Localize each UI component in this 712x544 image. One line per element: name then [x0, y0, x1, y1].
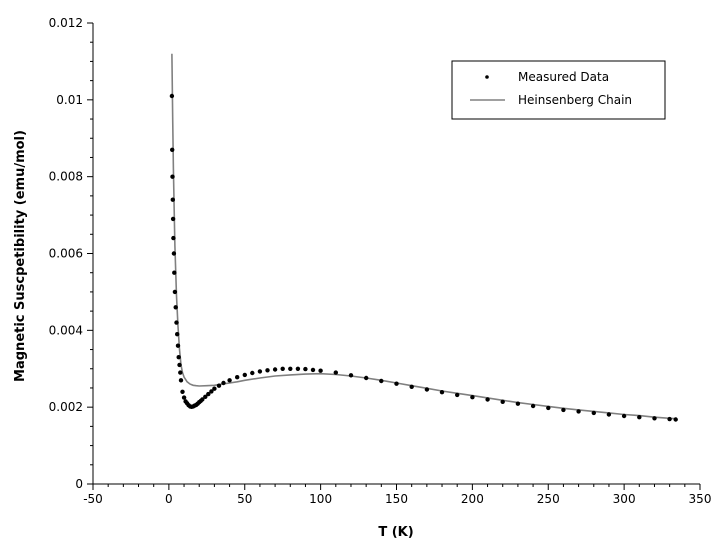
x-tick-label: 0 — [165, 492, 173, 506]
data-point — [171, 251, 177, 256]
y-tick-label: 0.008 — [49, 170, 83, 184]
y-tick-label: 0 — [75, 477, 83, 491]
data-point — [212, 386, 217, 391]
data-point — [178, 378, 184, 383]
data-point — [455, 392, 460, 398]
data-point — [216, 383, 222, 388]
data-point — [170, 197, 175, 202]
data-point — [333, 370, 338, 375]
data-point — [172, 289, 178, 295]
data-point — [265, 368, 270, 373]
y-axis-title: Magnetic Suscpetibility (emu/mol) — [13, 130, 28, 382]
data-point — [171, 235, 176, 241]
data-point — [485, 397, 490, 402]
y-tick-label: 0.012 — [49, 16, 83, 30]
data-point — [470, 395, 475, 400]
data-point — [200, 397, 205, 402]
x-tick-label: 250 — [537, 492, 560, 506]
data-point — [257, 369, 263, 374]
data-point — [280, 366, 285, 371]
data-point — [176, 355, 181, 360]
data-point — [576, 409, 581, 414]
data-point — [175, 332, 180, 337]
data-point — [272, 367, 278, 372]
data-point — [606, 412, 612, 417]
data-point — [203, 394, 208, 399]
data-point — [500, 399, 505, 404]
data-point — [379, 378, 384, 384]
data-point — [181, 395, 187, 400]
data-point — [637, 415, 642, 420]
data-point — [667, 416, 672, 422]
data-point — [209, 389, 214, 394]
data-point — [591, 410, 596, 416]
data-point — [169, 93, 175, 99]
x-axis-title: T (K) — [378, 525, 413, 540]
data-point — [173, 305, 178, 310]
data-point — [177, 362, 182, 368]
data-point — [180, 389, 185, 394]
legend-box — [451, 60, 666, 120]
data-point — [515, 401, 521, 406]
data-point — [364, 375, 369, 381]
data-point — [250, 370, 255, 376]
x-tick-label: 350 — [689, 492, 712, 506]
data-point — [394, 381, 399, 386]
fit-series — [171, 53, 676, 420]
data-point — [530, 403, 536, 409]
data-point — [652, 416, 657, 421]
data-point — [242, 372, 247, 378]
measured-series — [169, 93, 678, 422]
x-tick-label: 50 — [237, 492, 252, 506]
legend: Measured Data Heinsenberg Chain — [451, 60, 666, 120]
data-point — [348, 373, 354, 378]
x-tick-label: -50 — [83, 492, 103, 506]
data-point — [288, 366, 293, 371]
data-point — [170, 216, 176, 222]
data-point — [221, 380, 226, 386]
data-point — [561, 407, 566, 413]
x-tick-label: 150 — [385, 492, 408, 506]
y-tick-label: 0.004 — [49, 323, 83, 337]
data-point — [206, 391, 211, 397]
data-point — [295, 366, 301, 371]
ticks — [87, 22, 701, 490]
legend-label-fit: Heinsenberg Chain — [518, 93, 632, 107]
data-point — [175, 343, 181, 348]
data-point — [673, 417, 678, 422]
data-point — [303, 366, 308, 372]
x-tick-label: 200 — [461, 492, 484, 506]
tick-labels: -50 0 50 100 150 200 250 300 35000.0020.0040.006… — [49, 16, 712, 506]
y-tick-label: 0.006 — [49, 247, 83, 261]
data-point — [621, 413, 627, 419]
legend-marker-measured — [485, 75, 489, 79]
x-tick-label: 100 — [309, 492, 332, 506]
x-tick-label: 300 — [613, 492, 636, 506]
legend-label-measured: Measured Data — [518, 70, 609, 84]
data-point — [227, 378, 232, 383]
data-point — [409, 384, 414, 389]
data-point — [174, 320, 179, 325]
data-point — [546, 405, 551, 411]
data-point — [439, 390, 445, 395]
data-point — [235, 375, 240, 380]
data-point — [310, 367, 316, 373]
y-tick-label: 0.002 — [49, 400, 83, 414]
data-point — [424, 387, 430, 392]
data-point — [170, 147, 175, 152]
data-point — [170, 174, 175, 179]
y-tick-label: 0.01 — [56, 93, 83, 107]
data-point — [178, 370, 183, 375]
fit-line — [171, 53, 676, 420]
data-point — [172, 270, 177, 275]
data-point — [318, 368, 323, 373]
